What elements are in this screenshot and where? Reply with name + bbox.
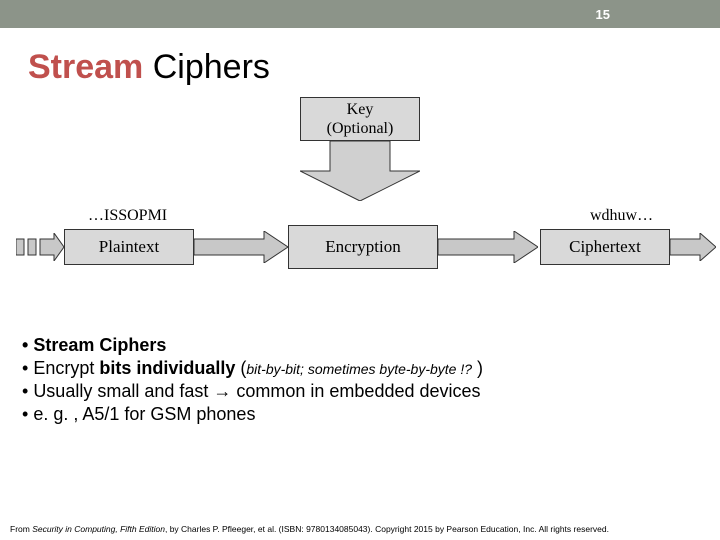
key-box: Key (Optional) xyxy=(300,97,420,141)
down-arrow-icon xyxy=(300,141,420,201)
arrow-enc-to-cipher-icon xyxy=(438,231,538,263)
bullet-l2a-open: ( xyxy=(235,358,246,378)
stream-cipher-diagram: Key (Optional) …ISSOPMI wdhuw… Plaintext… xyxy=(0,97,720,307)
slide-title: Stream Ciphers xyxy=(28,48,720,87)
bullet-l2a-close: ) xyxy=(472,358,483,378)
key-label-1: Key xyxy=(327,100,394,119)
bullet-l2a-bold: bits individually xyxy=(99,358,235,378)
plaintext-box: Plaintext xyxy=(64,229,194,265)
bullet-l1: Stream Ciphers xyxy=(22,335,698,356)
slide-number: 15 xyxy=(596,7,610,22)
bullet-l2b: Usually small and fast → common in embed… xyxy=(22,381,698,402)
footer-prefix: From xyxy=(10,524,32,534)
bullet-l2a-pre: Encrypt xyxy=(33,358,99,378)
footer-rest: , by Charles P. Pfleeger, et al. (ISBN: … xyxy=(165,524,609,534)
key-label-2: (Optional) xyxy=(327,119,394,138)
title-bold: Stream xyxy=(28,48,143,86)
bullet-l2a-note: bit-by-bit; sometimes byte-by-byte !? xyxy=(246,361,472,377)
arrow-plain-to-enc-icon xyxy=(194,231,288,263)
bullet-l3: e. g. , A5/1 for GSM phones xyxy=(22,404,698,425)
output-arrow-icon xyxy=(670,233,716,261)
footer-citation: From Security in Computing, Fifth Editio… xyxy=(10,524,710,534)
bullet-list: Stream Ciphers Encrypt bits individually… xyxy=(22,335,698,425)
ciphertext-box: Ciphertext xyxy=(540,229,670,265)
input-arrow-icon xyxy=(16,233,64,261)
bullet-l2a: Encrypt bits individually (bit-by-bit; s… xyxy=(22,358,698,379)
plaintext-stream-label: …ISSOPMI xyxy=(88,207,167,225)
encryption-box: Encryption xyxy=(288,225,438,269)
header-bar: 15 xyxy=(0,0,720,28)
ciphertext-stream-label: wdhuw… xyxy=(590,207,653,225)
footer-book: Security in Computing, Fifth Edition xyxy=(32,524,165,534)
title-rest: Ciphers xyxy=(143,48,270,86)
